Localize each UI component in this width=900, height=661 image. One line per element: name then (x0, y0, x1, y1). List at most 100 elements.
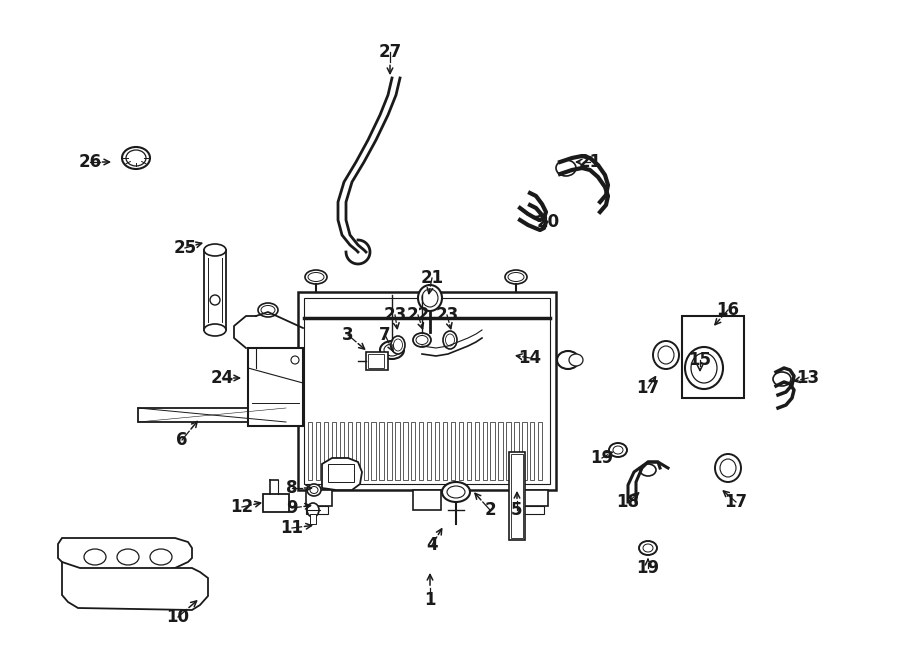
Polygon shape (62, 562, 208, 610)
Bar (324, 422, 328, 480)
Bar (304, 298, 550, 484)
Bar (366, 352, 388, 370)
Text: 4: 4 (427, 536, 437, 554)
Ellipse shape (210, 295, 220, 305)
Text: 25: 25 (174, 239, 196, 257)
Text: 20: 20 (536, 213, 560, 231)
Ellipse shape (447, 486, 465, 498)
Text: 23: 23 (436, 306, 459, 324)
Ellipse shape (508, 272, 524, 282)
Bar (306, 506, 328, 514)
Bar (499, 422, 503, 480)
Bar (474, 422, 479, 480)
Ellipse shape (307, 484, 321, 496)
Bar (522, 490, 548, 506)
Bar (511, 454, 523, 538)
Text: 11: 11 (281, 519, 303, 537)
Text: 17: 17 (724, 493, 748, 511)
Bar (387, 422, 392, 480)
Ellipse shape (122, 147, 150, 169)
Ellipse shape (384, 344, 400, 356)
Polygon shape (58, 538, 192, 575)
Bar (298, 292, 556, 490)
Ellipse shape (307, 503, 319, 517)
Bar (491, 422, 495, 480)
Bar (310, 514, 316, 524)
Bar (204, 250, 226, 330)
Bar (451, 422, 455, 480)
Ellipse shape (204, 244, 226, 256)
Ellipse shape (84, 549, 106, 565)
Text: 21: 21 (420, 269, 444, 287)
Ellipse shape (380, 341, 404, 359)
Bar (356, 422, 360, 480)
Bar (459, 422, 464, 480)
Text: 14: 14 (518, 349, 542, 367)
Ellipse shape (422, 289, 438, 307)
Ellipse shape (609, 443, 627, 457)
Ellipse shape (505, 270, 527, 284)
Bar (316, 422, 320, 480)
Text: 22: 22 (407, 306, 429, 324)
Bar (411, 422, 416, 480)
Ellipse shape (556, 160, 576, 176)
Text: 27: 27 (378, 43, 401, 61)
Bar (514, 422, 518, 480)
Bar (380, 422, 383, 480)
Bar (339, 422, 344, 480)
Bar (306, 490, 332, 506)
Bar (395, 422, 400, 480)
Text: 7: 7 (379, 326, 391, 344)
Text: 18: 18 (616, 493, 640, 511)
Bar (443, 422, 447, 480)
Bar (522, 422, 526, 480)
Ellipse shape (393, 339, 402, 351)
Text: 21: 21 (579, 153, 601, 171)
Bar (368, 354, 384, 368)
Text: 15: 15 (688, 351, 712, 369)
Ellipse shape (308, 272, 324, 282)
Bar (347, 422, 352, 480)
Bar (530, 422, 535, 480)
Ellipse shape (653, 341, 679, 369)
Bar (138, 408, 286, 422)
Ellipse shape (261, 305, 275, 315)
Bar (522, 506, 544, 514)
Text: 1: 1 (424, 591, 436, 609)
Ellipse shape (720, 459, 736, 477)
Bar (482, 422, 487, 480)
Ellipse shape (557, 351, 579, 369)
Text: 17: 17 (636, 379, 660, 397)
Text: 19: 19 (636, 559, 660, 577)
Text: 23: 23 (383, 306, 407, 324)
Bar (248, 348, 303, 426)
Text: 9: 9 (286, 499, 298, 517)
Text: 26: 26 (78, 153, 102, 171)
Bar (435, 422, 439, 480)
Ellipse shape (643, 544, 653, 552)
Bar (332, 422, 337, 480)
Bar (364, 422, 368, 480)
Text: 8: 8 (286, 479, 298, 497)
Ellipse shape (658, 346, 674, 364)
Text: 3: 3 (342, 326, 354, 344)
Bar (263, 494, 289, 512)
Text: 6: 6 (176, 431, 188, 449)
Ellipse shape (413, 333, 431, 347)
Ellipse shape (305, 270, 327, 284)
Bar (308, 422, 312, 480)
Ellipse shape (773, 372, 791, 386)
Ellipse shape (446, 334, 454, 346)
Ellipse shape (569, 354, 583, 366)
Bar (419, 422, 423, 480)
Ellipse shape (310, 486, 318, 494)
Bar (372, 422, 376, 480)
Text: 5: 5 (511, 501, 523, 519)
Ellipse shape (204, 324, 226, 336)
Bar (507, 422, 510, 480)
Ellipse shape (442, 482, 470, 502)
Ellipse shape (418, 285, 442, 311)
Text: 13: 13 (796, 369, 820, 387)
Bar (403, 422, 408, 480)
Ellipse shape (117, 549, 139, 565)
